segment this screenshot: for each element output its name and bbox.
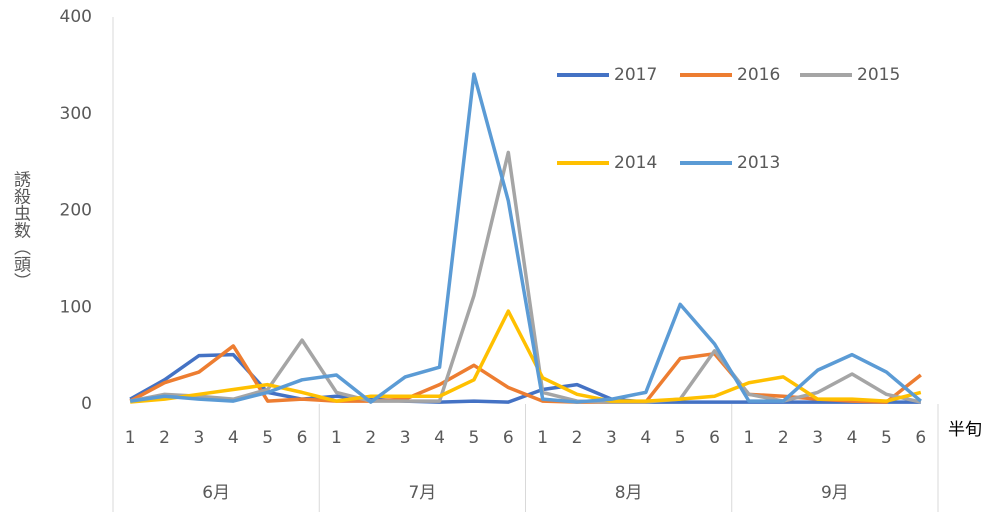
x-tick-label: 6	[297, 428, 308, 448]
y-axis-label: 誘殺虫数（頭）	[10, 170, 31, 289]
series-line	[130, 309, 922, 404]
x-tick-label: 4	[640, 428, 651, 448]
x-tick-label: 2	[159, 428, 170, 448]
y-tick-label: 300	[60, 104, 92, 124]
x-tick-label: 5	[881, 428, 892, 448]
x-tick-label: 3	[194, 428, 205, 448]
x-tick-label: 3	[812, 428, 823, 448]
group-label: 6月	[202, 483, 230, 503]
group-label: 7月	[408, 483, 436, 503]
x-tick-label: 4	[847, 428, 858, 448]
x-tick-label: 5	[262, 428, 273, 448]
legend-label: 2016	[737, 65, 780, 85]
x-tick-label: 5	[469, 428, 480, 448]
x-tick-label: 1	[331, 428, 342, 448]
x-tick-label: 1	[537, 428, 548, 448]
series-line	[129, 72, 922, 404]
x-tick-label: 1	[125, 428, 136, 448]
x-tick-label: 3	[606, 428, 617, 448]
y-tick-label: 400	[60, 7, 92, 27]
x-tick-label: 4	[228, 428, 239, 448]
legend-label: 2015	[857, 65, 900, 85]
series-line	[129, 150, 922, 404]
x-tick-label: 2	[778, 428, 789, 448]
legend-label: 2013	[737, 153, 780, 173]
x-tick-label: 6	[503, 428, 514, 448]
x-tick-label: 5	[675, 428, 686, 448]
y-tick-label: 0	[81, 394, 92, 414]
x-tick-label: 6	[709, 428, 720, 448]
x-axis-label: 半旬	[948, 420, 982, 440]
x-tick-label: 3	[400, 428, 411, 448]
x-tick-label: 4	[434, 428, 445, 448]
x-tick-label: 6	[915, 428, 926, 448]
group-label: 9月	[821, 483, 849, 503]
y-tick-label: 200	[60, 201, 92, 221]
legend-label: 2014	[614, 153, 657, 173]
legend-label: 2017	[614, 65, 657, 85]
x-tick-label: 2	[572, 428, 583, 448]
y-tick-label: 100	[60, 297, 92, 317]
group-label: 8月	[615, 483, 643, 503]
x-tick-label: 1	[744, 428, 755, 448]
x-tick-label: 2	[365, 428, 376, 448]
